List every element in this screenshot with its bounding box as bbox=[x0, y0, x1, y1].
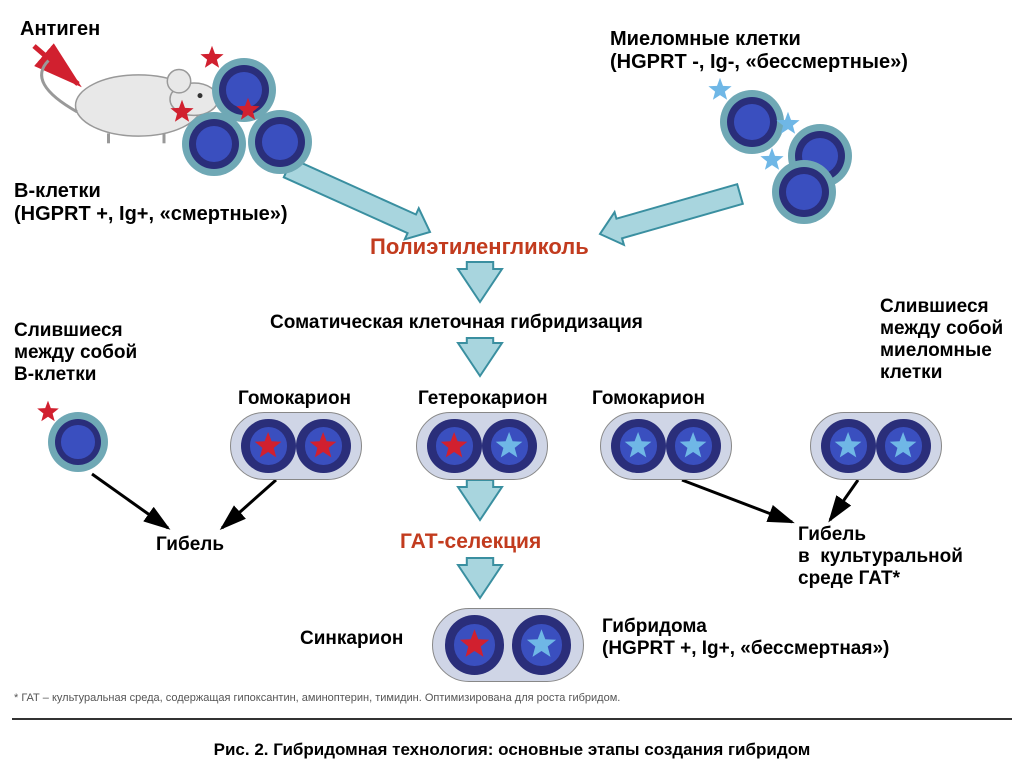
outcome-arrow-icon bbox=[92, 474, 168, 528]
outcome-arrow-icon bbox=[682, 480, 792, 522]
label-fused-m: Слившиеся между собой миеломные клетки bbox=[880, 296, 1003, 383]
outcome-arrow-icon bbox=[830, 480, 858, 520]
flow-arrow-icon bbox=[458, 480, 502, 520]
flow-arrow-icon bbox=[458, 558, 502, 598]
capsule-fm bbox=[810, 412, 942, 480]
label-myeloma: Миеломные клетки (HGPRT -, Ig-, «бессмер… bbox=[610, 28, 908, 74]
label-antigen: Антиген bbox=[20, 18, 100, 41]
figure-caption: Рис. 2. Гибридомная технология: основные… bbox=[0, 740, 1024, 760]
cell-b3 bbox=[248, 110, 312, 174]
label-death-left: Гибель bbox=[156, 534, 224, 556]
star-red-icon bbox=[236, 98, 259, 120]
outcome-arrow-icon bbox=[222, 480, 276, 528]
cell-m3 bbox=[772, 160, 836, 224]
label-homokaryon-left: Гомокарион bbox=[238, 388, 351, 410]
star-blue-icon bbox=[708, 78, 731, 100]
footnote: * ГАТ – культуральная среда, содержащая … bbox=[14, 692, 620, 704]
label-somatic: Соматическая клеточная гибридизация bbox=[270, 312, 643, 334]
star-red-icon bbox=[37, 401, 59, 422]
label-death-right: Гибель в культуральной среде ГАТ* bbox=[798, 524, 963, 590]
caption-divider bbox=[12, 718, 1012, 720]
capsule-homoL bbox=[230, 412, 362, 480]
label-synkaryon: Синкарион bbox=[300, 628, 403, 650]
label-gat: ГАТ-селекция bbox=[400, 530, 541, 554]
antigen-arrow-icon bbox=[34, 46, 78, 84]
star-red-icon bbox=[200, 46, 223, 68]
star-red-icon bbox=[170, 100, 193, 122]
star-blue-icon bbox=[760, 148, 783, 170]
label-fused-b: Слившиеся между собой В-клетки bbox=[14, 320, 137, 386]
flow-arrow-icon bbox=[458, 262, 502, 302]
flow-arrow-icon bbox=[600, 184, 743, 245]
label-hybridoma: Гибридома (HGPRT +, Ig+, «бессмертная») bbox=[602, 616, 889, 660]
label-bcells: В-клетки (HGPRT +, Ig+, «смертные») bbox=[14, 180, 288, 226]
capsule-syn bbox=[432, 608, 584, 682]
capsule-het bbox=[416, 412, 548, 480]
capsule-homoR bbox=[600, 412, 732, 480]
flow-arrow-icon bbox=[458, 338, 502, 376]
label-heterokaryon: Гетерокарион bbox=[418, 388, 548, 410]
label-homokaryon-right: Гомокарион bbox=[592, 388, 705, 410]
label-peg: Полиэтиленгликоль bbox=[370, 234, 589, 259]
cell-fb bbox=[48, 412, 108, 472]
